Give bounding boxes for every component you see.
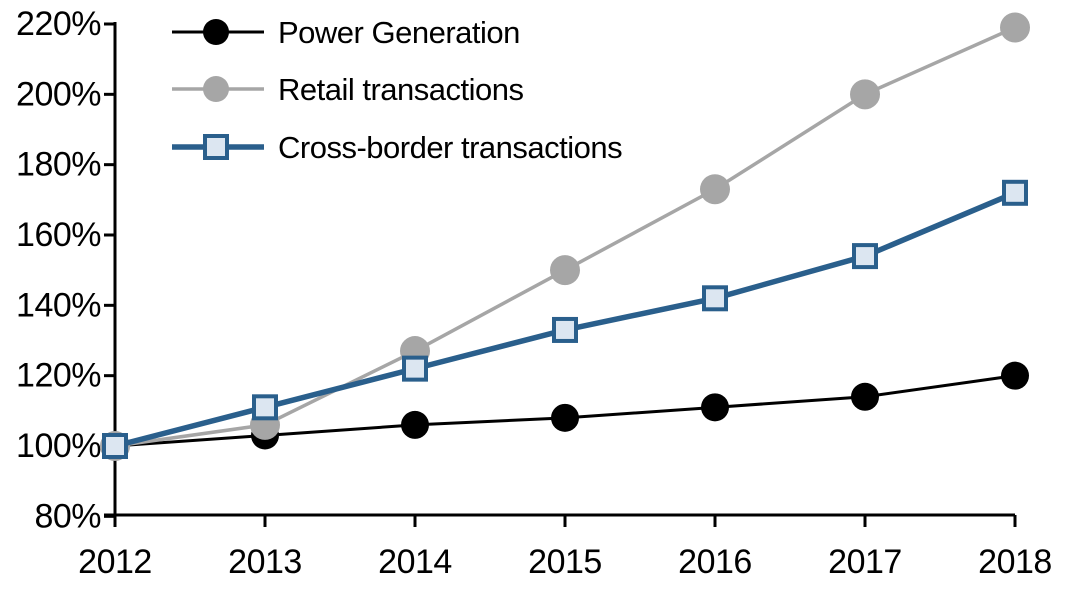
legend-item-retail-transactions: Retail transactions [170, 69, 524, 109]
legend-sample-marker [203, 19, 229, 45]
x-tick-label: 2017 [828, 543, 902, 581]
y-tick-label: 200% [16, 75, 101, 113]
legend-label-retail-transactions: Retail transactions [278, 71, 524, 107]
marker-cross-border-transactions [702, 285, 728, 312]
legend-line-sample-power-generation [172, 19, 264, 45]
legend-item-power-generation: Power Generation [170, 12, 520, 52]
legend-label-cross-border-transactions: Cross-border transactions [278, 129, 623, 165]
y-tick-label: 180% [16, 146, 101, 184]
x-tick-label: 2015 [528, 543, 602, 581]
x-tick-label: 2012 [78, 543, 152, 581]
marker-cross-border-transactions [1002, 179, 1028, 206]
marker-cross-border-transactions [552, 316, 578, 343]
y-tick-label: 100% [16, 427, 101, 465]
legend-sample-marker [203, 76, 229, 102]
marker-cross-border-transactions [252, 394, 278, 421]
y-tick-label: 120% [16, 357, 101, 395]
legend-sample-marker [203, 134, 229, 160]
x-tick-label: 2018 [978, 543, 1052, 581]
marker-cross-border-transactions [102, 433, 128, 459]
marker-retail-transactions [1000, 12, 1030, 43]
marker-power-generation [551, 403, 579, 432]
marker-cross-border-transactions [402, 355, 428, 382]
y-tick-label: 80% [34, 497, 101, 535]
x-tick-label: 2014 [378, 543, 452, 581]
legend-line-sample-retail-transactions [172, 76, 264, 102]
marker-power-generation [701, 393, 729, 422]
marker-cross-border-transactions [852, 243, 878, 270]
x-tick-label: 2016 [678, 543, 752, 581]
y-tick-label: 140% [16, 286, 101, 324]
marker-power-generation [1001, 361, 1029, 390]
marker-power-generation [851, 382, 879, 411]
legend-line-sample-cross-border-transactions [172, 134, 264, 160]
legend-item-cross-border-transactions: Cross-border transactions [170, 127, 623, 167]
marker-retail-transactions [550, 255, 580, 286]
y-tick-label: 160% [16, 216, 101, 254]
marker-retail-transactions [850, 79, 880, 110]
marker-power-generation [401, 410, 429, 439]
marker-retail-transactions [700, 174, 730, 205]
y-tick-label: 220% [16, 5, 101, 43]
x-tick-label: 2013 [228, 543, 302, 581]
legend-label-power-generation: Power Generation [278, 14, 520, 50]
